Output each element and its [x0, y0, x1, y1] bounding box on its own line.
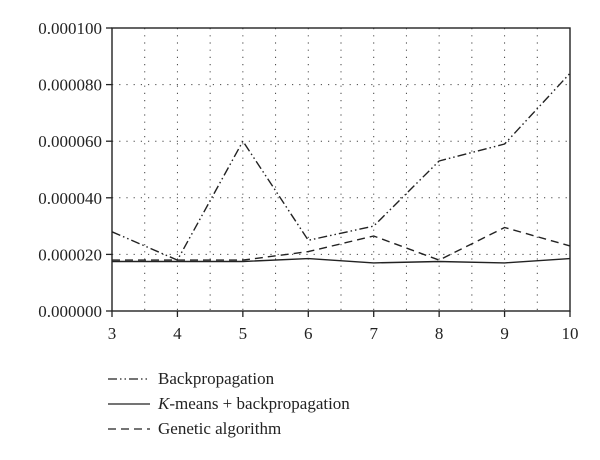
y-tick-label: 0.000060	[38, 132, 102, 151]
series-lines	[111, 72, 571, 264]
x-tick-label: 8	[435, 324, 444, 343]
legend-label-kmeans-backpropagation: K-means + backpropagation	[158, 394, 350, 414]
x-tick-label: 4	[173, 324, 182, 343]
legend-label-kmeans-rest: -means + backpropagation	[169, 393, 350, 413]
x-tick-label: 10	[562, 324, 579, 343]
legend-swatch-genetic-algorithm	[108, 427, 150, 430]
y-tick-label: 0.000080	[38, 76, 102, 95]
y-tick-label: 0.000100	[38, 19, 102, 38]
legend-label-backpropagation: Backpropagation	[158, 368, 275, 388]
legend: Backpropagation K-means + backpropagatio…	[108, 366, 468, 441]
x-axis: 3 4 5 6 7 8 9 10	[108, 311, 579, 343]
y-axis: 0.000000 0.000020 0.000040 0.000060 0.000080…	[38, 19, 112, 321]
plot-frame	[111, 27, 571, 312]
legend-label-k: K	[158, 393, 170, 413]
legend-label-genetic-algorithm: Genetic algorithm	[158, 418, 282, 438]
x-tick-label: 5	[239, 324, 248, 343]
x-tick-label: 9	[500, 324, 509, 343]
legend-item-backpropagation: Backpropagation	[108, 366, 468, 391]
y-tick-label: 0.000000	[38, 302, 102, 321]
x-tick-label: 6	[304, 324, 313, 343]
x-tick-label: 7	[369, 324, 378, 343]
legend-item-kmeans-backpropagation: K-means + backpropagation	[108, 391, 468, 416]
y-tick-label: 0.000040	[38, 189, 102, 208]
series-line-backpropagation	[111, 72, 571, 261]
line-chart: 0.000000 0.000020 0.000040 0.000060 0.000080…	[38, 19, 579, 343]
legend-swatch-kmeans-backpropagation	[108, 402, 150, 405]
y-tick-label: 0.000020	[38, 245, 102, 264]
grid-lines	[112, 28, 570, 311]
x-tick-label: 3	[108, 324, 117, 343]
legend-item-genetic-algorithm: Genetic algorithm	[108, 416, 468, 441]
series-line-k-means-backpropagation	[112, 257, 571, 264]
series-line-genetic-algorithm	[112, 226, 571, 261]
legend-swatch-backpropagation	[108, 377, 150, 380]
